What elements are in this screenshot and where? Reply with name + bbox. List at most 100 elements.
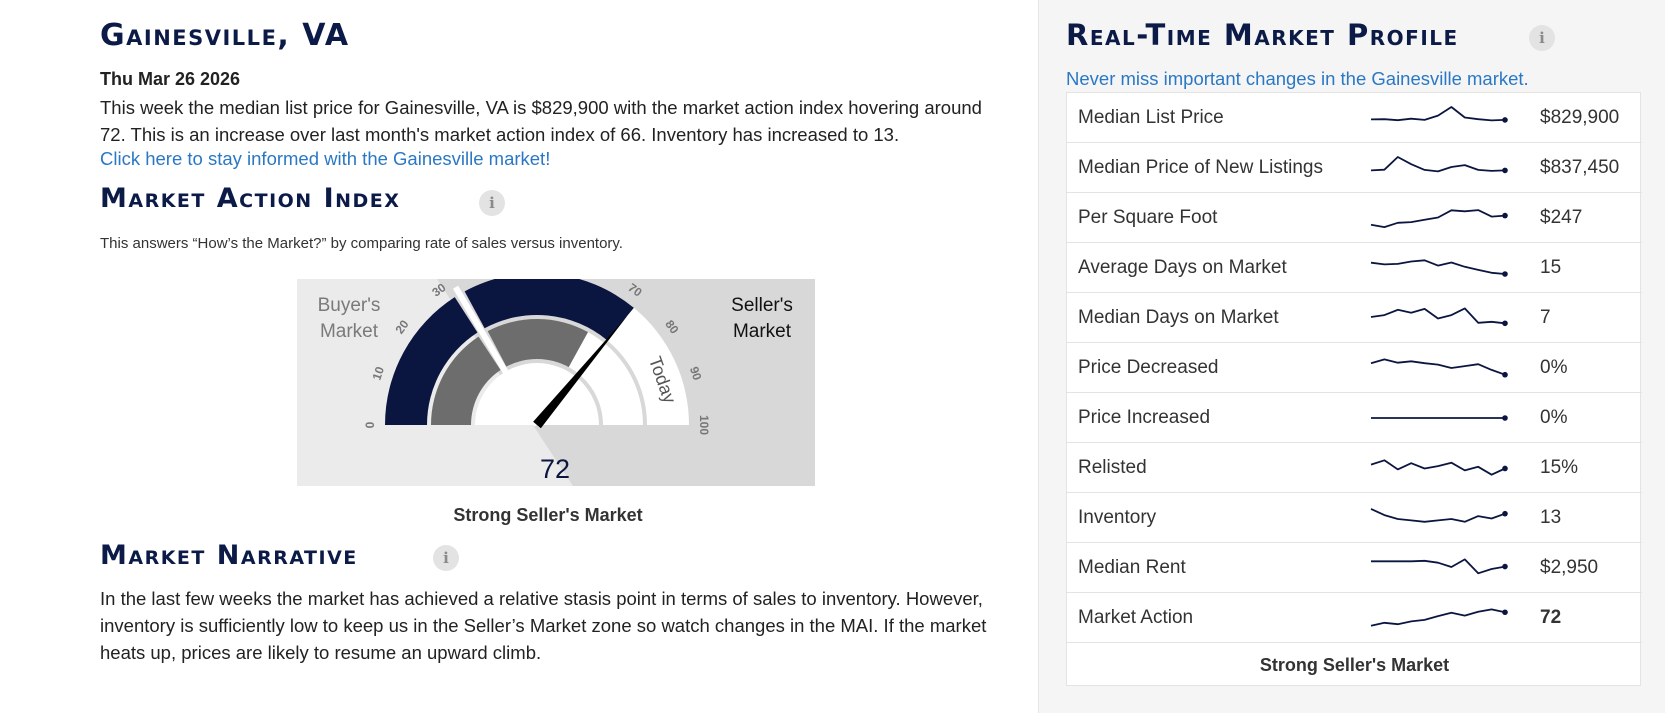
profile-alert-link[interactable]: Never miss important changes in the Gain… xyxy=(1066,68,1529,89)
gauge-tick-label: 10 xyxy=(370,365,388,382)
profile-row-value: 15 xyxy=(1540,257,1562,278)
profile-row-label: Price Increased xyxy=(1078,407,1211,428)
profile-row-label: Relisted xyxy=(1078,457,1147,478)
info-icon[interactable]: i xyxy=(479,190,505,216)
sparkline-end-dot xyxy=(1502,117,1508,123)
sparkline-path xyxy=(1370,508,1506,523)
sparkline-end-dot xyxy=(1502,212,1508,219)
last-month-arc-remaining xyxy=(568,332,643,425)
profile-footer: Strong Seller's Market xyxy=(1259,655,1450,675)
sparkline-path xyxy=(1370,459,1506,476)
gauge-needle xyxy=(533,315,628,429)
index-arc-low xyxy=(385,297,478,425)
last-month-arc-high xyxy=(487,318,589,368)
profile-row-label: Per Square Foot xyxy=(1078,207,1218,228)
gauge-caption: Strong Seller's Market xyxy=(453,505,643,525)
gauge-hub xyxy=(475,363,599,425)
gauge-tick-label: 0 xyxy=(363,421,377,428)
trend-sparkline xyxy=(1371,415,1508,421)
stay-informed-link[interactable]: Click here to stay informed with the Gai… xyxy=(100,148,551,169)
trend-sparkline xyxy=(1370,508,1508,523)
profile-row: Median Days on Market 7 xyxy=(1067,293,1642,343)
profile-row-label: Median Rent xyxy=(1078,557,1186,578)
profile-row-value: 0% xyxy=(1540,407,1568,428)
market-action-index-heading: Market Action Index xyxy=(100,183,401,214)
profile-row-value: 72 xyxy=(1540,607,1562,628)
profile-row: Price Decreased 0% xyxy=(1067,343,1642,393)
sparkline-end-dot xyxy=(1502,563,1508,570)
sparkline-path xyxy=(1371,558,1506,575)
sparkline-end-dot xyxy=(1502,371,1508,378)
profile-row-label: Inventory xyxy=(1078,507,1157,528)
page-title: Gainesville, VA xyxy=(100,18,350,53)
profile-row: Average Days on Market 15 xyxy=(1067,243,1642,293)
trend-sparkline xyxy=(1370,156,1508,174)
profile-row-value: 13 xyxy=(1540,507,1562,528)
trend-sparkline xyxy=(1370,307,1508,327)
gauge-needle-pointer xyxy=(533,315,628,429)
gauge-tick-label: 90 xyxy=(687,365,705,382)
profile-row-value: 7 xyxy=(1540,307,1551,328)
profile-row: Median List Price $829,900 xyxy=(1067,93,1642,143)
index-arc-high xyxy=(464,279,634,341)
market-profile-heading: Real-Time Market Profile xyxy=(1066,18,1459,52)
profile-row-label: Median List Price xyxy=(1078,107,1224,128)
profile-row: Relisted 15% xyxy=(1067,443,1642,493)
sparkline-path xyxy=(1370,307,1506,325)
sellers-market-label-line2: Market xyxy=(733,321,792,342)
sparkline-path xyxy=(1370,209,1506,229)
profile-row-value: $247 xyxy=(1540,207,1583,228)
profile-row-label: Price Decreased xyxy=(1078,357,1219,378)
today-arc-remaining xyxy=(607,307,689,425)
trend-sparkline xyxy=(1370,209,1508,229)
profile-row-value: 0% xyxy=(1540,357,1568,378)
intro-text: This week the median list price for Gain… xyxy=(100,97,982,145)
gauge-arcs: Last Month Today xyxy=(385,279,689,427)
profile-row: Market Action 72 xyxy=(1067,593,1642,643)
sellers-market-label: Seller's xyxy=(731,295,793,316)
gauge-tick-label: 100 xyxy=(697,415,711,435)
profile-row: Inventory 13 xyxy=(1067,493,1642,543)
buyers-market-label-line2: Market xyxy=(320,321,379,342)
profile-row: Per Square Foot $247 xyxy=(1067,193,1642,243)
trend-sparkline xyxy=(1370,106,1508,123)
last-month-arc-low xyxy=(431,336,501,425)
market-action-index-subtitle: This answers “How’s the Market?” by comp… xyxy=(100,235,623,252)
profile-row-label: Median Price of New Listings xyxy=(1078,157,1323,178)
sparkline-path xyxy=(1370,156,1506,173)
buyers-market-label: Buyer's xyxy=(318,295,381,316)
info-icon[interactable]: i xyxy=(1529,25,1555,51)
sparkline-end-dot xyxy=(1502,271,1508,277)
gauge-value: 72 xyxy=(540,454,570,484)
profile-row-value: 15% xyxy=(1540,457,1579,478)
sparkline-path xyxy=(1370,259,1506,275)
sparkline-path xyxy=(1370,358,1506,376)
sparkline-path xyxy=(1370,106,1506,122)
sparkline-end-dot xyxy=(1502,167,1508,174)
market-overview-panel: Gainesville, VA Thu Mar 26 2026 This wee… xyxy=(100,18,987,663)
profile-row: Median Price of New Listings $837,450 xyxy=(1067,143,1642,193)
trend-sparkline xyxy=(1370,459,1508,476)
trend-sparkline xyxy=(1371,558,1508,575)
sparkline-path xyxy=(1370,608,1506,627)
info-icon[interactable]: i xyxy=(433,545,459,571)
profile-row: Price Increased 0% xyxy=(1067,393,1642,443)
profile-row-value: $2,950 xyxy=(1540,557,1599,578)
market-narrative-text: In the last few weeks the market has ach… xyxy=(100,588,987,663)
market-profile-table: Median List Price $829,900 Median Price of… xyxy=(1066,92,1642,686)
profile-row: Median Rent $2,950 xyxy=(1067,543,1642,593)
trend-sparkline xyxy=(1370,259,1508,277)
market-narrative-heading: Market Narrative xyxy=(100,540,358,571)
zone-divider xyxy=(452,285,540,427)
profile-row-value: $837,450 xyxy=(1540,157,1620,178)
sparkline-end-dot xyxy=(1502,609,1508,616)
trend-sparkline xyxy=(1370,358,1508,378)
sparkline-end-dot xyxy=(1502,510,1508,517)
trend-sparkline xyxy=(1370,608,1508,627)
profile-row-label: Market Action xyxy=(1078,607,1194,628)
sparkline-end-dot xyxy=(1502,320,1508,327)
report-date: Thu Mar 26 2026 xyxy=(100,69,241,89)
profile-row-label: Average Days on Market xyxy=(1078,257,1287,278)
sparkline-end-dot xyxy=(1502,465,1508,472)
